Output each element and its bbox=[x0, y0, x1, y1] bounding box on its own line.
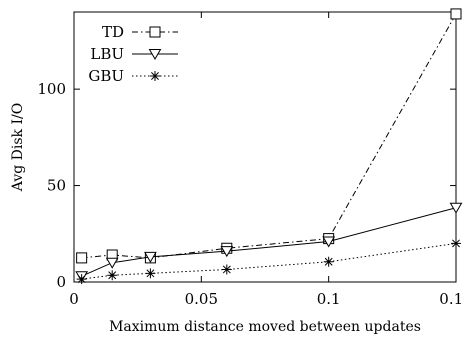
legend-label-td: TD bbox=[102, 23, 124, 41]
data-point-gbu bbox=[451, 238, 461, 249]
x-tick-label: 0 bbox=[69, 290, 79, 308]
data-point-gbu bbox=[145, 268, 156, 279]
data-point-lbu bbox=[449, 202, 463, 214]
data-point-gbu bbox=[221, 264, 232, 275]
legend-label-lbu: LBU bbox=[90, 45, 124, 63]
series-line-td bbox=[81, 13, 457, 259]
data-point-td bbox=[76, 252, 88, 264]
legend-marker-lbu bbox=[148, 49, 162, 60]
y-tick-label: 0 bbox=[56, 273, 66, 291]
legend: TD LBU GBU bbox=[88, 23, 178, 85]
data-point-gbu bbox=[76, 274, 87, 285]
legend-marker-td bbox=[149, 26, 161, 38]
plot-frame bbox=[73, 11, 457, 283]
series-td bbox=[76, 8, 462, 264]
x-tick-label: 0.05 bbox=[185, 290, 218, 308]
data-point-lbu bbox=[105, 257, 119, 269]
x-axis-label: Maximum distance moved between updates bbox=[109, 319, 421, 335]
y-axis-label: Avg Disk I/O bbox=[10, 103, 26, 192]
x-tick-label: 0.1 bbox=[317, 290, 341, 308]
y-tick-label: 50 bbox=[47, 177, 66, 195]
legend-label-gbu: GBU bbox=[88, 67, 124, 85]
series-gbu bbox=[76, 238, 461, 285]
axis-ticks: 0 0.05 0.1 0.15 0 50 100 bbox=[37, 12, 464, 308]
data-point-lbu bbox=[220, 246, 234, 258]
legend-marker-gbu bbox=[150, 71, 160, 81]
series-line-gbu bbox=[81, 242, 457, 280]
y-tick-label: 100 bbox=[37, 80, 66, 98]
data-point-gbu bbox=[107, 270, 118, 281]
x-tick-label: 0.15 bbox=[439, 290, 464, 308]
series-layer bbox=[75, 8, 463, 285]
data-point-lbu bbox=[144, 251, 157, 263]
data-point-gbu bbox=[323, 256, 334, 267]
data-point-lbu bbox=[322, 236, 336, 248]
data-point-td bbox=[450, 8, 462, 20]
series-line-lbu bbox=[81, 207, 457, 277]
series-lbu bbox=[75, 202, 463, 283]
